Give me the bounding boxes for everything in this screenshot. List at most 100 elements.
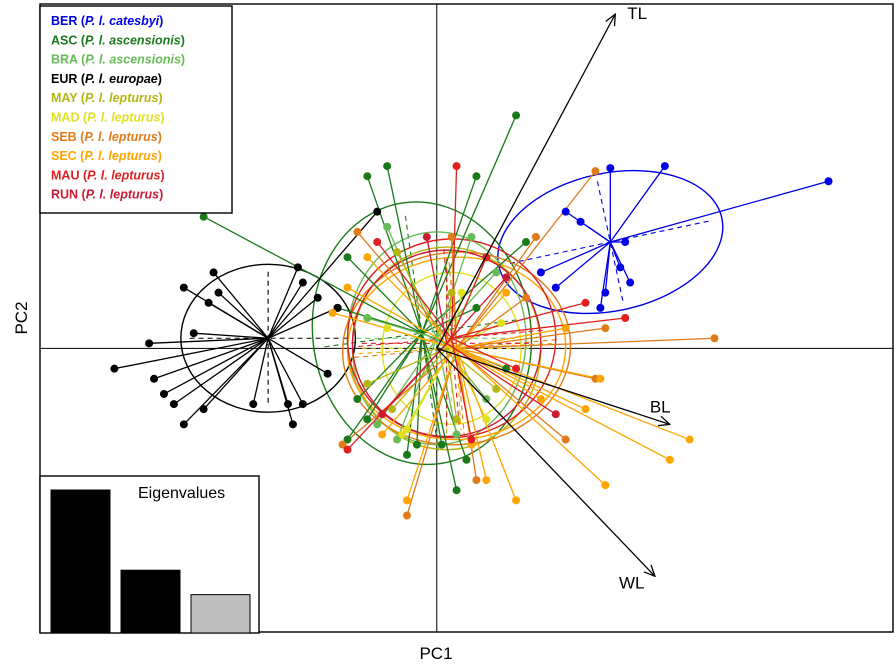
data-point-ber [606,164,615,173]
spider-line-eur [173,337,269,405]
legend-taxon: P. l. lepturus [84,149,157,163]
eigenvalue-bar-3 [190,594,251,634]
data-point-sec [596,374,605,383]
legend-close: ) [181,53,185,67]
data-point-asc [199,212,208,221]
data-point-seb [353,227,362,236]
loading-arrow-tl [436,14,616,349]
spider-line-eur [114,337,269,370]
x-axis-label: PC1 [419,644,452,663]
spider-line-eur [153,337,269,380]
data-point-bra [363,314,372,322]
spider-line-mau [451,302,586,339]
legend-code: SEC ( [51,149,85,163]
data-point-asc [412,440,421,449]
data-point-asc [363,172,372,181]
spider-line-eur [267,337,328,375]
legend-close: ) [158,91,162,105]
spider-line-ber [580,221,611,243]
inset-title: Eigenvalues [138,485,225,502]
data-point-asc [363,415,372,424]
spider-line-sec [347,287,457,349]
data-point-may [492,384,501,393]
data-point-ber [601,288,610,297]
spider-line-eur [267,337,304,405]
plot-frame [39,3,894,633]
spider-line-sec [456,347,606,486]
legend-taxon: P. l. ascensionis [85,53,181,67]
data-point-run [502,273,511,282]
spider-line-eur [193,332,269,339]
data-point-mau [621,314,630,322]
data-point-seb [531,232,540,241]
spider-line-asc [347,256,423,334]
data-point-eur [283,400,292,409]
ellipse-eur [180,263,357,413]
spider-line-asc [421,333,443,445]
data-point-mad [402,425,411,434]
data-point-run [551,410,560,419]
legend-taxon: P. l. europae [85,72,158,86]
data-point-mau [512,364,521,373]
data-point-sec [328,308,337,317]
spider-line-eur [218,292,269,339]
spider-line-ber [609,241,631,283]
data-point-eur [145,339,154,348]
legend-code: ASC ( [51,33,86,47]
legend-taxon: P. l. lepturus [85,91,158,105]
spider-line-bra [367,317,437,339]
data-point-sec [343,283,352,292]
ellipse-seb [341,251,572,446]
legend-item-asc: ASC (P. l. ascensionis) [51,33,185,47]
data-point-bra [467,232,476,241]
data-point-seb [710,334,719,343]
data-point-seb [472,476,481,485]
data-point-eur [150,374,159,383]
data-point-mad [383,324,392,333]
legend-item-seb: SEB (P. l. lepturus) [51,130,162,144]
data-point-seb [338,440,347,449]
data-point-ber [626,278,635,287]
ellipse-mau [346,238,557,439]
data-point-may [447,288,456,297]
data-point-sec [685,435,694,444]
data-point-may [452,415,461,424]
legend-close: ) [158,149,162,163]
legend-close: ) [161,111,165,125]
data-point-sec [363,253,372,262]
data-point-mau [452,162,461,171]
data-point-bra [383,222,392,231]
data-point-mau [467,435,476,444]
legend-close: ) [161,168,165,182]
data-point-ber [596,303,605,312]
data-point-ber [551,283,560,292]
data-point-sec [402,496,411,505]
data-point-sec [482,476,491,485]
spider-line-mau [451,337,517,370]
spider-line-asc [356,332,423,400]
data-point-mad [398,430,407,439]
data-point-eur [333,303,342,312]
eigenvalue-bar-2 [120,569,181,634]
legend-taxon: P. l. lepturus [86,188,159,202]
legend-taxon: P. l. ascensionis [85,33,181,47]
spider-line-sec [332,312,457,350]
spider-line-ber [610,180,829,243]
ellipse-mad [381,271,522,426]
legend-code: MAU ( [51,168,88,182]
spider-line-seb [342,347,458,446]
legend-item-mau: MAU (P. l. lepturus) [51,168,165,182]
spider-line-seb [456,297,527,349]
data-point-ber [576,217,585,226]
data-point-seb [402,511,411,520]
data-point-sec [378,430,387,439]
legend-taxon: P. l. catesbyi [85,14,160,28]
loading-label-wl: WL [619,573,645,592]
legend-item-sec: SEC (P. l. lepturus) [51,149,162,163]
spider-line-eur [213,272,269,339]
legend-close: ) [159,14,163,28]
data-point-mad [457,288,466,297]
spider-line-asc [421,333,458,491]
spider-line-sec [456,347,601,380]
legend-code: SEB ( [51,130,85,144]
